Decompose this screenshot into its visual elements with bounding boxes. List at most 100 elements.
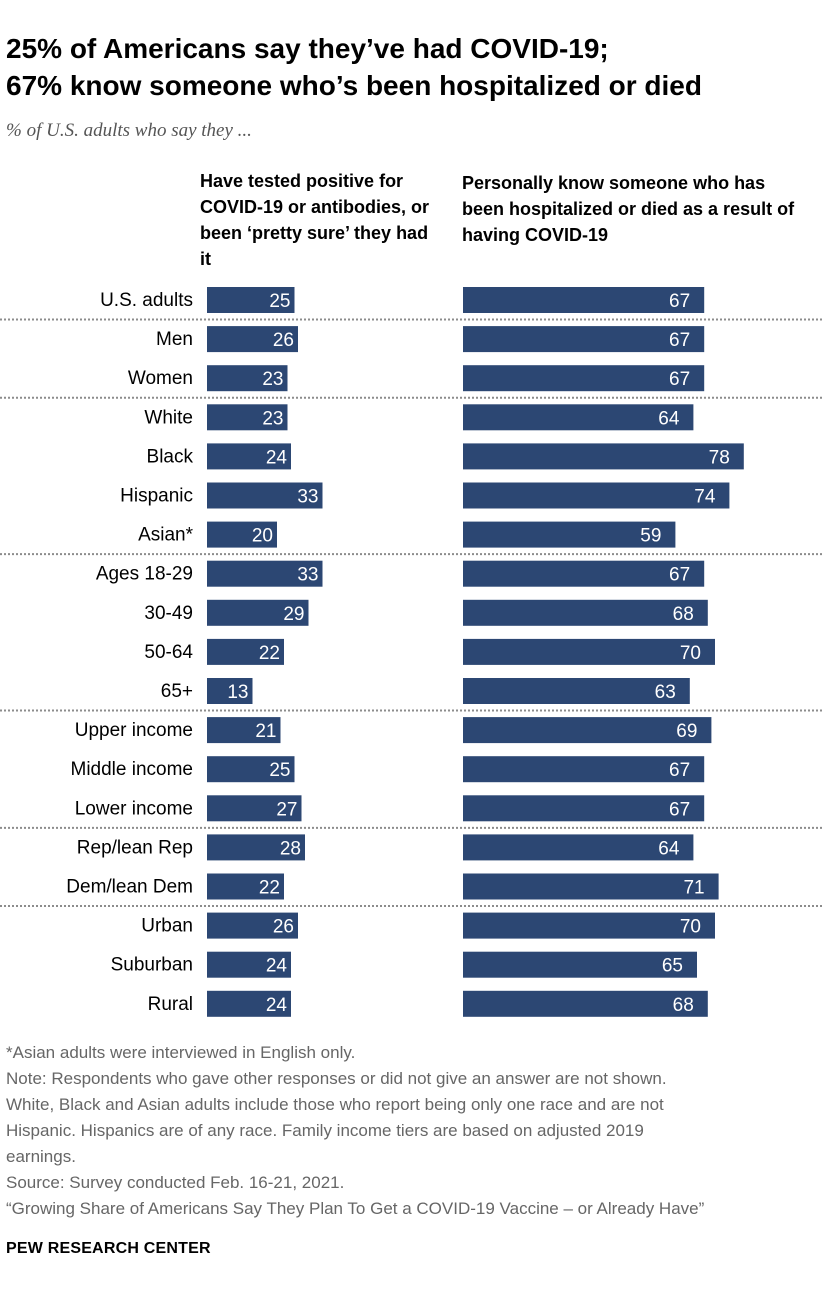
value-label-tested-30-49: 29 <box>283 604 304 625</box>
bar-tested-suburban <box>207 951 291 978</box>
bar-tested-middle-income <box>207 756 295 783</box>
chart-title-line-1: 25% of Americans say they’ve had COVID-1… <box>6 33 609 64</box>
value-label-know-u-s-adults: 67 <box>669 291 690 312</box>
value-label-know-30-49: 68 <box>673 604 694 625</box>
category-label-dem-lean-dem: Dem/lean Dem <box>66 877 193 898</box>
bar-tested-urban <box>207 912 298 939</box>
value-label-know-hispanic: 74 <box>694 487 716 508</box>
bar-tested-black <box>207 443 291 470</box>
value-label-tested-lower-income: 27 <box>276 799 297 820</box>
note-line-2: White, Black and Asian adults include th… <box>6 1095 664 1114</box>
bar-know-women <box>463 365 705 392</box>
value-label-know-65: 63 <box>655 682 676 703</box>
bar-know-rural <box>463 990 708 1017</box>
value-label-tested-women: 23 <box>262 369 283 390</box>
value-label-tested-urban: 26 <box>273 917 294 938</box>
value-label-tested-white: 23 <box>262 408 283 429</box>
value-label-tested-ages-18-29: 33 <box>297 565 318 586</box>
category-label-ages-18-29: Ages 18-29 <box>96 564 193 585</box>
value-label-know-rep-lean-rep: 64 <box>658 838 680 859</box>
category-label-upper-income: Upper income <box>75 720 193 741</box>
note-line-1: Note: Respondents who gave other respons… <box>6 1069 667 1088</box>
bar-tested-asian <box>207 521 277 548</box>
bar-know-middle-income <box>463 756 705 783</box>
bar-know-65 <box>463 678 690 704</box>
category-label-white: White <box>144 407 193 428</box>
category-label-u-s-adults: U.S. adults <box>100 290 193 311</box>
bar-tested-women <box>207 365 288 392</box>
value-label-know-asian: 59 <box>640 526 661 547</box>
bar-tested-men <box>207 326 298 353</box>
value-label-tested-50-64: 22 <box>259 643 280 664</box>
bar-know-asian <box>463 521 676 548</box>
bar-tested-lower-income <box>207 795 302 822</box>
bar-know-dem-lean-dem <box>463 873 719 900</box>
bar-tested-hispanic <box>207 482 323 509</box>
bar-tested-65 <box>207 678 253 704</box>
category-label-50-64: 50-64 <box>144 642 193 663</box>
value-label-tested-middle-income: 25 <box>269 760 290 781</box>
bar-tested-u-s-adults <box>207 287 295 313</box>
series-2-header: Personally know someone who has been hos… <box>462 173 795 245</box>
bar-tested-rural <box>207 990 291 1017</box>
bar-know-urban <box>463 912 715 939</box>
value-label-know-women: 67 <box>669 369 690 390</box>
bar-know-upper-income <box>463 717 712 744</box>
bar-know-ages-18-29 <box>463 560 705 587</box>
bar-chart: U.S. adults 25 67 Men 26 67 Women 23 67 White 23 64… <box>0 287 822 1017</box>
value-label-know-dem-lean-dem: 71 <box>683 878 704 899</box>
bar-tested-30-49 <box>207 599 309 626</box>
value-label-tested-upper-income: 21 <box>255 721 276 742</box>
note-line-4: earnings. <box>6 1147 76 1166</box>
series-1-header: Have tested positive for COVID-19 or ant… <box>200 171 430 269</box>
bar-know-rep-lean-rep <box>463 834 694 861</box>
bar-know-white <box>463 404 694 431</box>
bar-know-hispanic <box>463 482 730 509</box>
value-label-tested-asian: 20 <box>252 526 273 547</box>
category-label-black: Black <box>147 446 194 467</box>
value-label-tested-hispanic: 33 <box>297 487 318 508</box>
value-label-know-50-64: 70 <box>680 643 701 664</box>
chart-subtitle: % of U.S. adults who say they ... <box>6 120 252 141</box>
value-label-know-men: 67 <box>669 330 690 351</box>
value-label-know-upper-income: 69 <box>676 721 697 742</box>
bar-know-men <box>463 326 705 353</box>
report-title: “Growing Share of Americans Say They Pla… <box>6 1199 705 1218</box>
bar-know-suburban <box>463 951 697 978</box>
value-label-know-ages-18-29: 67 <box>669 565 690 586</box>
bar-tested-rep-lean-rep <box>207 834 305 861</box>
category-label-lower-income: Lower income <box>75 798 193 819</box>
chart-footer: *Asian adults were interviewed in Englis… <box>6 1040 826 1222</box>
source-line: Source: Survey conducted Feb. 16-21, 202… <box>6 1173 345 1192</box>
value-label-tested-rural: 24 <box>266 995 288 1016</box>
chart-title-line-2: 67% know someone who’s been hospitalized… <box>6 70 702 101</box>
category-label-30-49: 30-49 <box>144 603 193 624</box>
bar-know-lower-income <box>463 795 705 822</box>
bar-tested-ages-18-29 <box>207 560 323 587</box>
chart-title: 25% of Americans say they’ve had COVID-1… <box>6 30 826 104</box>
value-label-know-urban: 70 <box>680 917 701 938</box>
note-line-3: Hispanic. Hispanics are of any race. Fam… <box>6 1121 644 1140</box>
value-label-know-suburban: 65 <box>662 956 683 977</box>
category-label-middle-income: Middle income <box>71 759 194 780</box>
category-label-asian: Asian* <box>138 525 194 546</box>
value-label-know-white: 64 <box>658 408 680 429</box>
footnote-asian: *Asian adults were interviewed in Englis… <box>6 1043 356 1062</box>
bar-know-30-49 <box>463 599 708 626</box>
value-label-know-black: 78 <box>709 447 730 468</box>
value-label-tested-black: 24 <box>266 447 288 468</box>
category-label-rural: Rural <box>148 994 193 1015</box>
value-label-tested-65: 13 <box>227 682 248 703</box>
category-label-women: Women <box>128 368 193 389</box>
brand-name: PEW RESEARCH CENTER <box>6 1240 211 1257</box>
bar-tested-dem-lean-dem <box>207 873 284 900</box>
category-label-hispanic: Hispanic <box>120 486 193 507</box>
value-label-know-middle-income: 67 <box>669 760 690 781</box>
value-label-tested-u-s-adults: 25 <box>269 291 290 312</box>
bar-know-50-64 <box>463 638 715 665</box>
value-label-know-rural: 68 <box>673 995 694 1016</box>
value-label-tested-men: 26 <box>273 330 294 351</box>
value-label-tested-suburban: 24 <box>266 956 288 977</box>
value-label-tested-dem-lean-dem: 22 <box>259 878 280 899</box>
category-label-suburban: Suburban <box>111 955 193 976</box>
